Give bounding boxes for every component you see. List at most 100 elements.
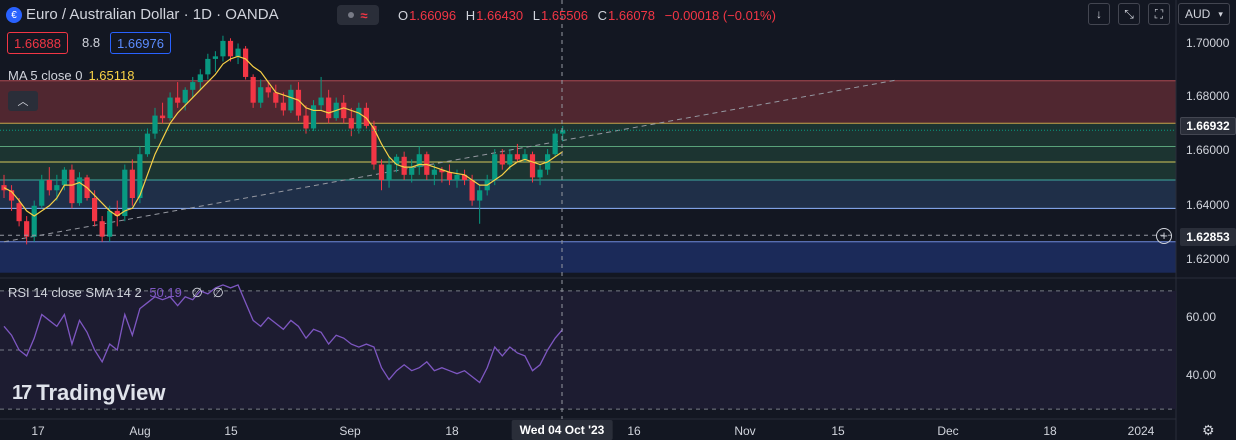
symbol-title[interactable]: Euro / Australian Dollar · 1D · OANDA (26, 6, 279, 23)
add-alert-plus-icon[interactable]: + (1156, 228, 1172, 244)
candle-down (363, 107, 369, 126)
candle-down (378, 164, 385, 180)
ma-legend[interactable]: MA 5 close 0 1.65118 (8, 68, 134, 83)
candle-down (24, 221, 30, 237)
ma-legend-value: 1.65118 (88, 68, 135, 83)
chevron-down-icon: ▾ (1218, 8, 1223, 19)
candle-down (461, 174, 468, 180)
ma-legend-label: MA 5 close 0 (8, 68, 83, 83)
arrow-down-icon: ↓ (1096, 7, 1102, 21)
scroll-down-button[interactable]: ↓ (1088, 3, 1110, 25)
candle-up (258, 87, 264, 103)
market-status-badge[interactable]: ≈ (337, 5, 379, 25)
candle-down (16, 203, 22, 222)
collapse-legend-button[interactable]: ︿ (8, 91, 38, 111)
rsi-line (3, 284, 564, 384)
ohlc-close: 1.66078 (608, 8, 656, 23)
candle-down (446, 172, 453, 180)
candle-up (31, 205, 37, 237)
candle-down (401, 156, 407, 175)
candle-up (394, 156, 400, 165)
time-tick: 18 (1043, 424, 1057, 438)
tradingview-logo[interactable]: 17 TradingView (12, 380, 165, 406)
time-tick: 15 (831, 424, 845, 438)
time-tick: 18 (445, 424, 459, 438)
rsi-legend-na-1: ∅ (191, 285, 203, 300)
candle-down (499, 154, 505, 165)
candle-up (122, 169, 128, 217)
candle-up (318, 97, 324, 106)
candle-down (69, 169, 75, 204)
time-tick: Nov (734, 424, 756, 438)
candle-down (295, 89, 302, 116)
time-tick: Dec (937, 424, 959, 438)
candle-down (46, 179, 52, 191)
candle-down (129, 169, 135, 199)
candle-down (250, 76, 256, 103)
currency-select[interactable]: AUD ▾ (1178, 3, 1230, 25)
ma-line (3, 55, 564, 217)
candle-up (152, 115, 158, 134)
candle-down (175, 97, 181, 103)
time-tick: 16 (627, 424, 641, 438)
ohlc-close-key: C (597, 8, 608, 23)
price-zone (0, 179, 1176, 209)
logo-text: TradingView (36, 380, 166, 405)
candle-up (454, 174, 460, 180)
price-tick: 1.66000 (1186, 143, 1230, 157)
candle-up (39, 179, 45, 206)
rsi-legend-na-2: ∅ (212, 285, 224, 300)
time-tick: Sep (339, 424, 361, 438)
price-tick: 1.62000 (1186, 252, 1230, 266)
candle-up (235, 48, 241, 57)
candle-down (227, 40, 234, 57)
candle-down (514, 154, 520, 160)
price-tick: 1.68000 (1186, 89, 1230, 103)
time-tick: Aug (129, 424, 151, 438)
gear-icon[interactable]: ⚙ (1202, 422, 1215, 438)
candle-up (182, 89, 188, 103)
last-price-tag: 1.66932 (1180, 117, 1236, 135)
candle-down (303, 115, 309, 129)
price-zone (0, 123, 1176, 180)
candle-up (492, 154, 498, 180)
time-tick: 17 (31, 424, 45, 438)
candle-down (439, 169, 445, 173)
candle-up (310, 105, 317, 129)
crosshair-price-tag: 1.62853 (1180, 228, 1236, 246)
candle-up (137, 154, 143, 199)
price-tick: 1.70000 (1186, 36, 1230, 50)
collapse-panes-button[interactable]: ⤡ (1118, 3, 1140, 25)
candle-down (92, 198, 98, 222)
candle-down (8, 190, 15, 201)
price-zone (0, 80, 1176, 124)
candle-up (431, 169, 437, 175)
rsi-legend[interactable]: RSI 14 close SMA 14 2 50.19 ∅ ∅ (8, 285, 224, 301)
candle-down (341, 102, 347, 119)
candle-up (356, 107, 362, 129)
candle-up (522, 154, 528, 160)
candle-up (205, 58, 211, 75)
ohlc-open-key: O (398, 8, 409, 23)
crosshair-date-tag: Wed 04 Oct '23 (511, 420, 613, 440)
fullscreen-button[interactable]: ⛶ (1148, 3, 1170, 25)
status-dot-icon (348, 12, 355, 18)
candle-down (273, 92, 279, 103)
candle-down (469, 179, 475, 201)
sell-price-button[interactable]: 1.66888 (7, 32, 68, 54)
candle-up (507, 154, 513, 165)
rsi-tick: 60.00 (1186, 310, 1217, 324)
tradingview-mark-icon: 17 (12, 381, 32, 404)
ohlc-low: 1.65506 (541, 8, 588, 23)
candle-up (386, 164, 392, 180)
candle-up (477, 190, 483, 201)
candle-down (529, 154, 536, 178)
buy-price-button[interactable]: 1.66976 (110, 32, 171, 54)
currency-value: AUD (1185, 7, 1211, 21)
candle-up (197, 74, 203, 83)
candle-up (409, 167, 415, 175)
trend-line (3, 79, 895, 243)
ohlc-readout: O1.66096 H1.66430 L1.65506 C1.66078 −0.0… (398, 8, 782, 23)
candle-up (167, 97, 173, 119)
